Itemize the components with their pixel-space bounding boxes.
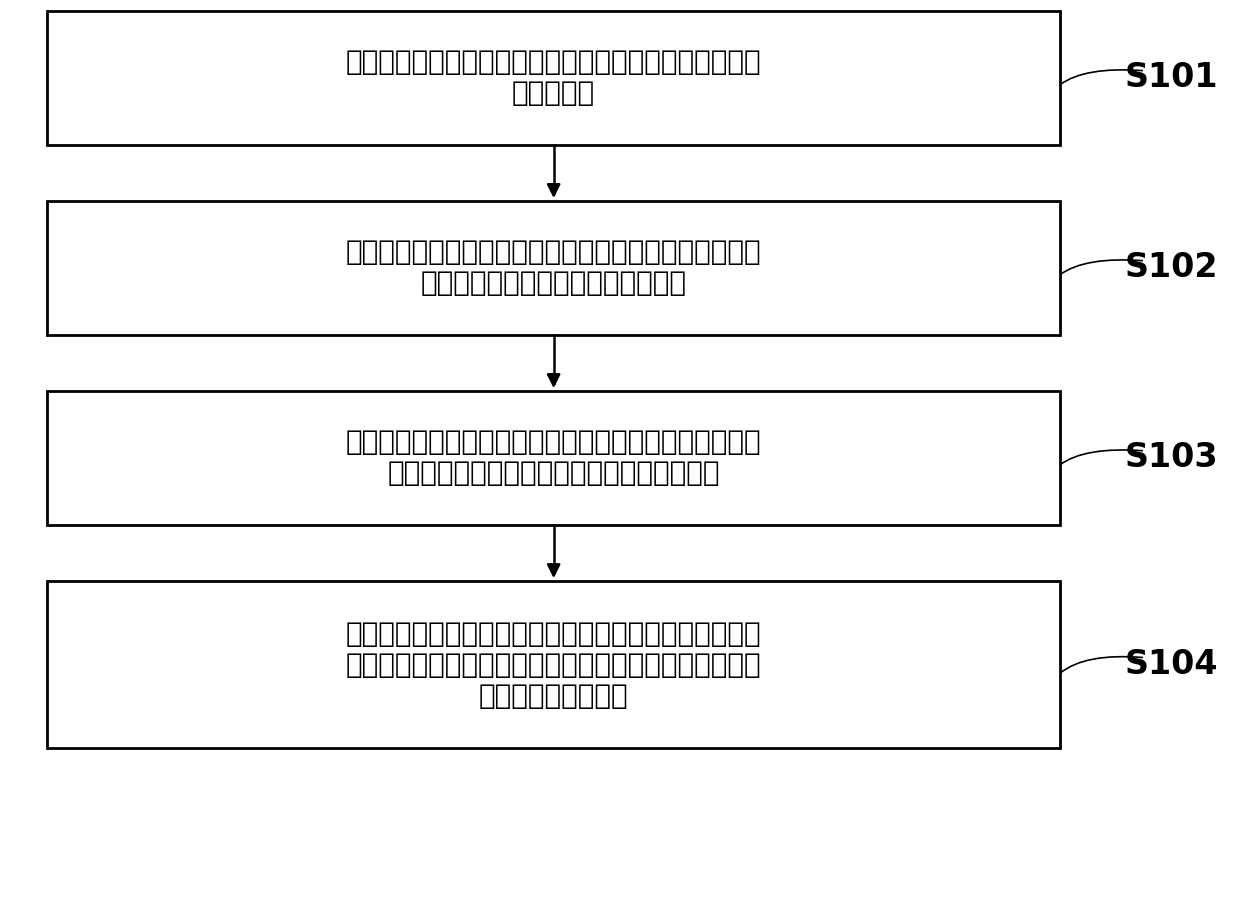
Bar [47, 11, 1060, 145]
Text: 获取上一时刻的定子磁链修正值，并据此确定当前时刻的: 获取上一时刻的定子磁链修正值，并据此确定当前时刻的 [346, 48, 761, 76]
Text: S101: S101 [1125, 62, 1219, 94]
Text: 基于预设的滤波系数、上一时刻的定子磁链和选择的当前: 基于预设的滤波系数、上一时刻的定子磁链和选择的当前 [346, 428, 761, 456]
Text: 定子角速度: 定子角速度 [512, 80, 595, 108]
Text: 时刻的定子输入电压得到当前时刻的定子磁链: 时刻的定子输入电压得到当前时刻的定子磁链 [387, 460, 720, 488]
Text: S103: S103 [1125, 442, 1219, 474]
Text: 刻的定子磁链修正值: 刻的定子磁链修正值 [479, 681, 629, 710]
Bar [47, 201, 1060, 335]
Text: 修正角度对当前时刻的定子磁链进行修正，并输出当前时: 修正角度对当前时刻的定子磁链进行修正，并输出当前时 [346, 651, 761, 679]
Bar [47, 391, 1060, 525]
Text: 基于预设的定子磁链幅值修正系数和预设的定子磁链相位: 基于预设的定子磁链幅值修正系数和预设的定子磁链相位 [346, 620, 761, 648]
Text: S104: S104 [1125, 648, 1219, 681]
Text: 根据当前时刻的定子角速度，从第一电压和第二电压中选: 根据当前时刻的定子角速度，从第一电压和第二电压中选 [346, 238, 761, 266]
Text: 择一项作为当前时刻的定子输入电压: 择一项作为当前时刻的定子输入电压 [420, 270, 687, 298]
Bar [47, 581, 1060, 748]
Text: S102: S102 [1125, 252, 1219, 284]
